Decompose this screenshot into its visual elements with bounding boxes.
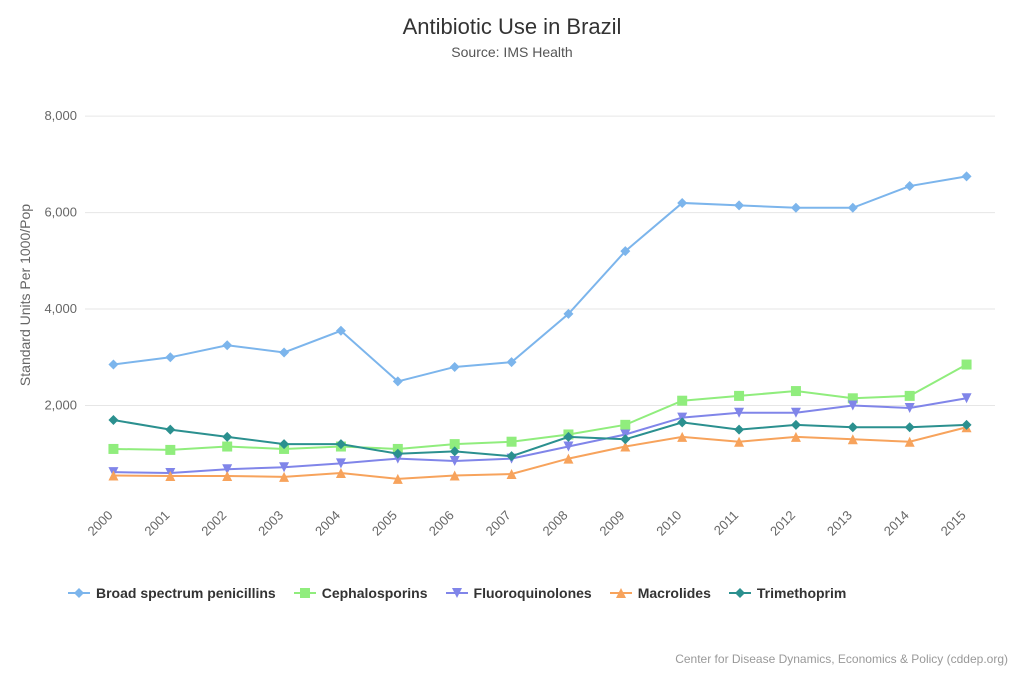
svg-text:2010: 2010 [653, 508, 684, 539]
legend-label: Cephalosporins [322, 585, 428, 601]
svg-text:2001: 2001 [141, 508, 172, 539]
svg-text:2011: 2011 [711, 508, 741, 538]
svg-text:2014: 2014 [881, 508, 912, 539]
chart-svg: 2,000 4,000 6,000 8,000 2000 2001 2002 2003 2004… [25, 92, 1005, 567]
svg-text:2015: 2015 [938, 508, 969, 539]
svg-text:2009: 2009 [596, 508, 627, 539]
svg-text:2,000: 2,000 [44, 398, 77, 413]
svg-text:8,000: 8,000 [44, 108, 77, 123]
legend-label: Macrolides [638, 585, 711, 601]
svg-text:2006: 2006 [426, 508, 457, 539]
legend-label: Trimethoprim [757, 585, 846, 601]
svg-text:2008: 2008 [540, 508, 571, 539]
svg-text:2003: 2003 [255, 508, 286, 539]
legend-label: Broad spectrum penicillins [96, 585, 276, 601]
svg-text:2013: 2013 [824, 508, 855, 539]
chart-container: Antibiotic Use in Brazil Source: IMS Hea… [0, 0, 1024, 682]
svg-text:2000: 2000 [85, 508, 116, 539]
svg-text:4,000: 4,000 [44, 301, 77, 316]
chart-title: Antibiotic Use in Brazil [0, 0, 1024, 40]
svg-text:2007: 2007 [483, 508, 514, 539]
svg-text:2005: 2005 [369, 508, 400, 539]
legend-item[interactable]: Cephalosporins [294, 585, 428, 601]
credits: Center for Disease Dynamics, Economics &… [675, 652, 1008, 666]
svg-text:2002: 2002 [198, 508, 229, 539]
svg-text:6,000: 6,000 [44, 205, 77, 220]
plot-area: 2,0004,0006,0008,00020002001200220032004… [85, 92, 995, 502]
legend-item[interactable]: Trimethoprim [729, 585, 846, 601]
chart-subtitle: Source: IMS Health [0, 44, 1024, 60]
legend-label: Fluoroquinolones [474, 585, 592, 601]
legend: Broad spectrum penicillins Cephalosporins… [68, 585, 998, 601]
legend-item[interactable]: Broad spectrum penicillins [68, 585, 276, 601]
legend-item[interactable]: Macrolides [610, 585, 711, 601]
svg-text:2012: 2012 [767, 508, 798, 539]
svg-text:2004: 2004 [312, 508, 343, 539]
legend-item[interactable]: Fluoroquinolones [446, 585, 592, 601]
